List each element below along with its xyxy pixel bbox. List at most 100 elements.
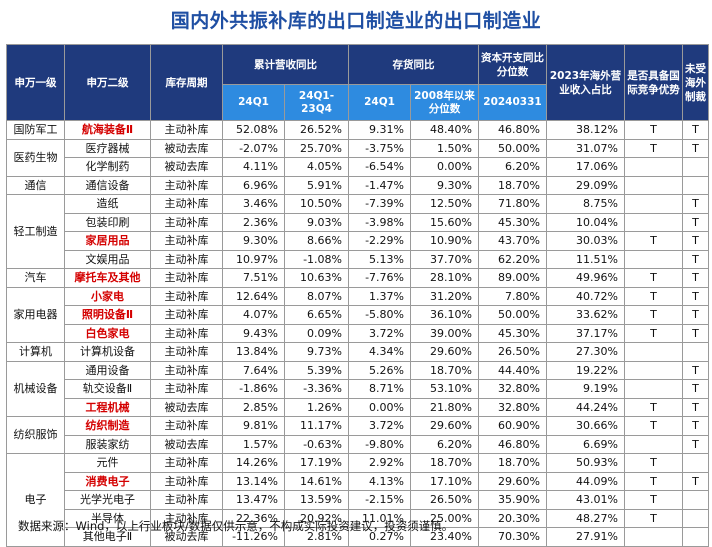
revenue-q1-cell: 6.96% bbox=[222, 175, 285, 195]
overseas-share-cell: 37.17% bbox=[546, 323, 625, 343]
table-row: 医药生物 医疗器械 被动去库 -2.07% 25.70% -3.75% 1.50% 50.00… bbox=[6, 138, 709, 177]
sanction-cell bbox=[682, 527, 709, 547]
sanction-cell: T bbox=[682, 120, 709, 140]
competitive-cell: T bbox=[624, 490, 683, 510]
header-overseas: 2023年海外营业收入占比 bbox=[546, 44, 625, 121]
inventory-q1-cell: -3.75% bbox=[348, 138, 411, 158]
sanction-cell: T bbox=[682, 194, 709, 214]
capex-pct-cell: 44.40% bbox=[478, 360, 547, 380]
level2-cell: 纺织制造 bbox=[64, 416, 151, 436]
table-row: 家用电器 小家电 主动补库 12.64% 8.07% 1.37% 31.20% 7.80% 40… bbox=[6, 286, 709, 343]
table-row: 轨交设备Ⅱ 主动补库 -1.86% -3.36% 8.71% 53.10% 32.80% 9.… bbox=[7, 379, 709, 399]
overseas-share-cell: 44.09% bbox=[546, 471, 625, 491]
overseas-share-cell: 44.24% bbox=[546, 397, 625, 417]
inventory-q1-cell: -5.80% bbox=[348, 305, 411, 325]
inventory-pct-cell: 29.60% bbox=[410, 342, 479, 362]
header-revenue: 累计营收同比 bbox=[222, 44, 349, 85]
table-row: 半导体 主动补库 22.36% 20.92% 11.01% 25.00% 20.30% 48.… bbox=[7, 508, 709, 528]
level2-cell: 医疗器械 bbox=[64, 138, 151, 158]
sanction-cell: T bbox=[682, 305, 709, 325]
inventory-pct-cell: 6.20% bbox=[410, 434, 479, 454]
level2-cell: 光学光电子 bbox=[64, 490, 151, 510]
cycle-cell: 主动补库 bbox=[150, 471, 223, 491]
level2-cell: 造纸 bbox=[64, 194, 151, 214]
overseas-share-cell: 30.66% bbox=[546, 416, 625, 436]
header-inventory: 存货同比 bbox=[348, 44, 479, 85]
level2-cell: 半导体 bbox=[64, 508, 151, 528]
competitive-cell: T bbox=[624, 471, 683, 491]
table-row: 电子 元件 主动补库 14.26% 17.19% 2.92% 18.70% 18.70% 50.… bbox=[6, 453, 709, 547]
revenue-qoq-cell: -1.08% bbox=[284, 249, 349, 269]
overseas-share-cell: 48.27% bbox=[546, 508, 625, 528]
competitive-cell: T bbox=[624, 305, 683, 325]
industry-table: 申万一级 申万二级 库存周期 累计营收同比 存货同比 资本开支同比分位数 202… bbox=[6, 44, 709, 547]
cycle-cell: 主动补库 bbox=[150, 249, 223, 269]
table-row: 工程机械 被动去库 2.85% 1.26% 0.00% 21.80% 32.80% 44.24… bbox=[7, 397, 709, 417]
revenue-qoq-cell: 1.26% bbox=[284, 397, 349, 417]
inventory-pct-cell: 29.60% bbox=[410, 416, 479, 436]
revenue-q1-cell: 2.36% bbox=[222, 212, 285, 232]
cycle-cell: 主动补库 bbox=[150, 120, 223, 140]
overseas-share-cell: 6.69% bbox=[546, 434, 625, 454]
cycle-cell: 主动补库 bbox=[150, 194, 223, 214]
inventory-q1-cell: 9.31% bbox=[348, 120, 411, 140]
table-row: 机械设备 通用设备 主动补库 7.64% 5.39% 5.26% 18.70% 44.40% 1… bbox=[6, 360, 709, 417]
inventory-q1-cell: 3.72% bbox=[348, 416, 411, 436]
sanction-cell: T bbox=[682, 434, 709, 454]
revenue-q1-cell: 13.84% bbox=[222, 342, 285, 362]
sanction-cell bbox=[682, 453, 709, 473]
overseas-share-cell: 8.75% bbox=[546, 194, 625, 214]
inventory-pct-cell: 39.00% bbox=[410, 323, 479, 343]
competitive-cell: T bbox=[624, 231, 683, 251]
overseas-share-cell: 9.19% bbox=[546, 379, 625, 399]
capex-pct-cell: 35.90% bbox=[478, 490, 547, 510]
inventory-q1-cell: 2.92% bbox=[348, 453, 411, 473]
level2-cell: 元件 bbox=[64, 453, 151, 473]
competitive-cell bbox=[624, 157, 683, 177]
inventory-q1-cell: -2.29% bbox=[348, 231, 411, 251]
inventory-pct-cell: 31.20% bbox=[410, 286, 479, 306]
competitive-cell: T bbox=[624, 416, 683, 436]
revenue-qoq-cell: 8.66% bbox=[284, 231, 349, 251]
overseas-share-cell: 49.96% bbox=[546, 268, 625, 288]
cycle-cell: 主动补库 bbox=[150, 231, 223, 251]
competitive-cell: T bbox=[624, 453, 683, 473]
inventory-pct-cell: 1.50% bbox=[410, 138, 479, 158]
inventory-pct-cell: 17.10% bbox=[410, 471, 479, 491]
competitive-cell: T bbox=[624, 323, 683, 343]
table-row: 照明设备Ⅱ 主动补库 4.07% 6.65% -5.80% 36.10% 50.00% 33.… bbox=[7, 305, 709, 325]
table-row: 化学制药 被动去库 4.11% 4.05% -6.54% 0.00% 6.20% 17.06% bbox=[7, 157, 709, 177]
capex-pct-cell: 45.30% bbox=[478, 323, 547, 343]
sanction-cell: T bbox=[682, 416, 709, 436]
competitive-cell bbox=[624, 249, 683, 269]
inventory-pct-cell: 28.10% bbox=[410, 268, 479, 288]
competitive-cell bbox=[624, 379, 683, 399]
capex-pct-cell: 50.00% bbox=[478, 138, 547, 158]
table-row: 光学光电子 主动补库 13.47% 13.59% -2.15% 26.50% 35.90% 4… bbox=[7, 490, 709, 510]
inventory-pct-cell: 37.70% bbox=[410, 249, 479, 269]
header-cycle: 库存周期 bbox=[150, 44, 223, 121]
revenue-q1-cell: 12.64% bbox=[222, 286, 285, 306]
cycle-cell: 主动补库 bbox=[150, 175, 223, 195]
overseas-share-cell: 29.09% bbox=[546, 175, 625, 195]
table-row: 文娱用品 主动补库 10.97% -1.08% 5.13% 37.70% 62.20% 11.… bbox=[7, 249, 709, 269]
capex-pct-cell: 46.80% bbox=[478, 434, 547, 454]
revenue-q1-cell: 9.81% bbox=[222, 416, 285, 436]
competitive-cell bbox=[624, 434, 683, 454]
sanction-cell: T bbox=[682, 360, 709, 380]
level1-cell: 医药生物 bbox=[6, 138, 65, 177]
capex-pct-cell: 18.70% bbox=[478, 175, 547, 195]
inventory-q1-cell: 3.72% bbox=[348, 323, 411, 343]
competitive-cell bbox=[624, 527, 683, 547]
table-row: 包装印刷 主动补库 2.36% 9.03% -3.98% 15.60% 45.30% 10.0… bbox=[7, 212, 709, 232]
overseas-share-cell: 19.22% bbox=[546, 360, 625, 380]
capex-pct-cell: 18.70% bbox=[478, 453, 547, 473]
capex-pct-cell: 20.30% bbox=[478, 508, 547, 528]
inventory-q1-cell: 8.71% bbox=[348, 379, 411, 399]
level2-cell: 通信设备 bbox=[64, 175, 151, 195]
inventory-q1-cell: 5.13% bbox=[348, 249, 411, 269]
cycle-cell: 主动补库 bbox=[150, 360, 223, 380]
revenue-qoq-cell: 17.19% bbox=[284, 453, 349, 473]
sanction-cell bbox=[682, 342, 709, 362]
revenue-qoq-cell: 11.17% bbox=[284, 416, 349, 436]
